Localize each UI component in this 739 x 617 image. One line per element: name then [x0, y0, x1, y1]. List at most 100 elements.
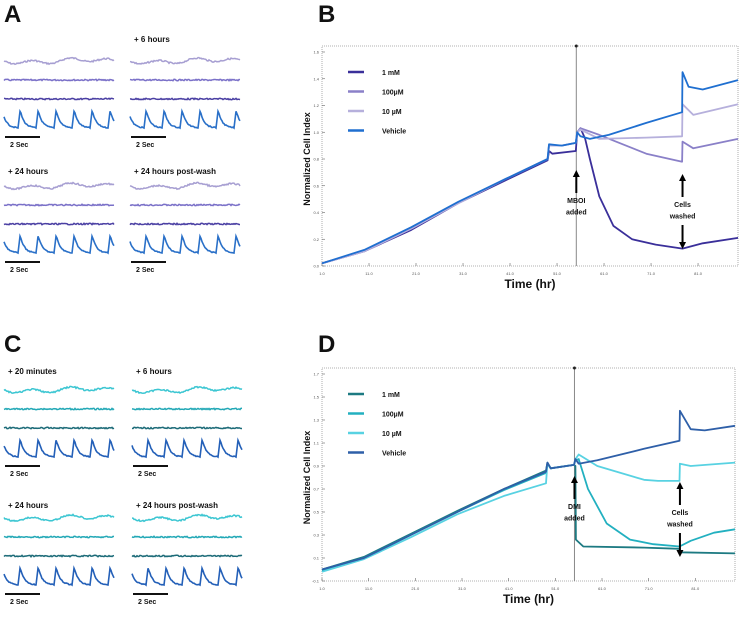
x-tick-label: 1.0: [319, 271, 325, 276]
x-tick-label: 71.0: [645, 586, 654, 591]
y-tick-label: 1.0: [313, 130, 319, 135]
calcium-trace: [3, 97, 115, 101]
x-tick-label: 21.0: [412, 271, 421, 276]
legend-label: 1 mM: [382, 392, 400, 399]
calcium-trace: [131, 437, 243, 459]
condition-label: + 24 hours post-wash: [136, 501, 218, 510]
series-line-3: [321, 71, 739, 265]
annotation-label: Cells: [674, 202, 691, 209]
calcium-trace: [131, 554, 243, 558]
condition-label: + 24 hours: [8, 501, 49, 510]
x-tick-label: 21.0: [411, 586, 420, 591]
annotation-label: Cells: [672, 510, 689, 517]
event-marker: [574, 44, 578, 48]
up-arrow-icon: [572, 170, 580, 177]
annotation-label: added: [566, 210, 587, 217]
calcium-trace: [3, 535, 115, 539]
calcium-trace: [3, 554, 115, 558]
y-tick-label: 0.1: [313, 556, 319, 561]
y-tick-label: 0.4: [313, 210, 319, 215]
legend-label: 100µM: [382, 90, 404, 97]
trace-subpanel: [129, 181, 241, 263]
calcium-trace: [3, 222, 115, 226]
x-tick-label: 41.0: [505, 586, 514, 591]
calcium-trace: [129, 233, 241, 255]
y-axis-title: Normalized Cell Index: [302, 112, 312, 206]
plot-frame: [321, 367, 736, 582]
calcium-trace: [3, 565, 115, 587]
calcium-trace: [3, 108, 115, 130]
calcium-trace: [129, 181, 241, 191]
y-tick-label: 1.5: [313, 395, 319, 400]
x-tick-label: 71.0: [647, 271, 656, 276]
x-axis-title: Time (hr): [504, 277, 555, 291]
chart-panel-d: 1.0 11.0 21.0 31.0 41.0 51.0 61.0 71.0 81.0 -0.1 0…: [302, 366, 736, 606]
series-line-3: [321, 409, 736, 571]
legend-label: 1 mM: [382, 70, 400, 77]
calcium-trace: [131, 385, 243, 395]
scale-bar-label: 2 Sec: [10, 471, 28, 478]
down-arrow-icon: [679, 242, 687, 249]
calcium-trace: [129, 203, 241, 207]
calcium-trace: [131, 426, 242, 430]
calcium-trace: [3, 426, 115, 430]
trace-subpanel: [131, 385, 243, 467]
calcium-trace: [3, 56, 115, 66]
calcium-trace: [3, 181, 115, 191]
trace-subpanel: [3, 56, 115, 138]
y-tick-label: 1.4: [313, 76, 319, 81]
calcium-trace: [131, 407, 243, 411]
trace-subpanel: [129, 56, 241, 138]
calcium-trace: [131, 535, 243, 539]
y-tick-label: 0.7: [313, 487, 319, 492]
calcium-trace: [131, 565, 243, 587]
up-arrow-icon: [570, 476, 578, 483]
y-tick-label: 1.3: [313, 418, 319, 423]
calcium-trace: [132, 513, 243, 523]
panel-letter-d: D: [318, 331, 335, 358]
calcium-trace: [3, 385, 115, 394]
y-tick-label: 1.1: [313, 441, 319, 446]
x-tick-label: 61.0: [598, 586, 607, 591]
calcium-trace: [3, 437, 115, 459]
y-tick-label: 0.8: [313, 157, 319, 162]
legend-label: 10 µM: [382, 109, 402, 116]
panel-letter-c: C: [4, 331, 21, 358]
trace-subpanel: [3, 385, 115, 467]
condition-label: + 24 hours: [8, 167, 49, 176]
condition-label: + 24 hours post-wash: [134, 167, 216, 176]
panel-letter-a: A: [4, 1, 21, 28]
scale-bar-label: 2 Sec: [10, 142, 28, 149]
y-tick-label: 0.0: [313, 264, 319, 269]
legend-label: Vehicle: [382, 129, 406, 136]
x-tick-label: 31.0: [458, 586, 467, 591]
x-axis-title: Time (hr): [503, 592, 554, 606]
calcium-trace: [3, 513, 115, 523]
scale-bar-label: 2 Sec: [10, 599, 28, 606]
chart-panel-b: 1.0 11.0 21.0 31.0 41.0 51.0 61.0 71.0 81.0 0.0 0.…: [302, 44, 739, 291]
y-tick-label: 0.9: [313, 464, 319, 469]
annotation-label: added: [564, 516, 585, 523]
annotation-label: washed: [666, 522, 693, 529]
legend-label: 10 µM: [382, 431, 402, 438]
legend-label: Vehicle: [382, 451, 406, 458]
y-tick-label: 1.6: [313, 50, 319, 55]
x-tick-label: 1.0: [319, 586, 325, 591]
calcium-trace: [129, 222, 240, 226]
y-tick-label: 1.7: [313, 372, 319, 377]
condition-label: + 6 hours: [134, 35, 170, 44]
up-arrow-icon: [679, 174, 687, 181]
x-tick-label: 31.0: [459, 271, 468, 276]
up-arrow-icon: [676, 482, 684, 489]
y-tick-label: -0.1: [312, 579, 320, 584]
x-tick-label: 81.0: [694, 271, 703, 276]
calcium-trace: [3, 233, 115, 255]
scale-bar-label: 2 Sec: [138, 471, 156, 478]
calcium-trace: [129, 56, 241, 65]
calcium-trace: [3, 203, 115, 207]
plot-frame: [321, 45, 739, 267]
x-tick-label: 81.0: [691, 586, 700, 591]
calcium-trace: [129, 97, 241, 101]
trace-subpanel: [131, 513, 243, 595]
legend-label: 100µM: [382, 412, 404, 419]
